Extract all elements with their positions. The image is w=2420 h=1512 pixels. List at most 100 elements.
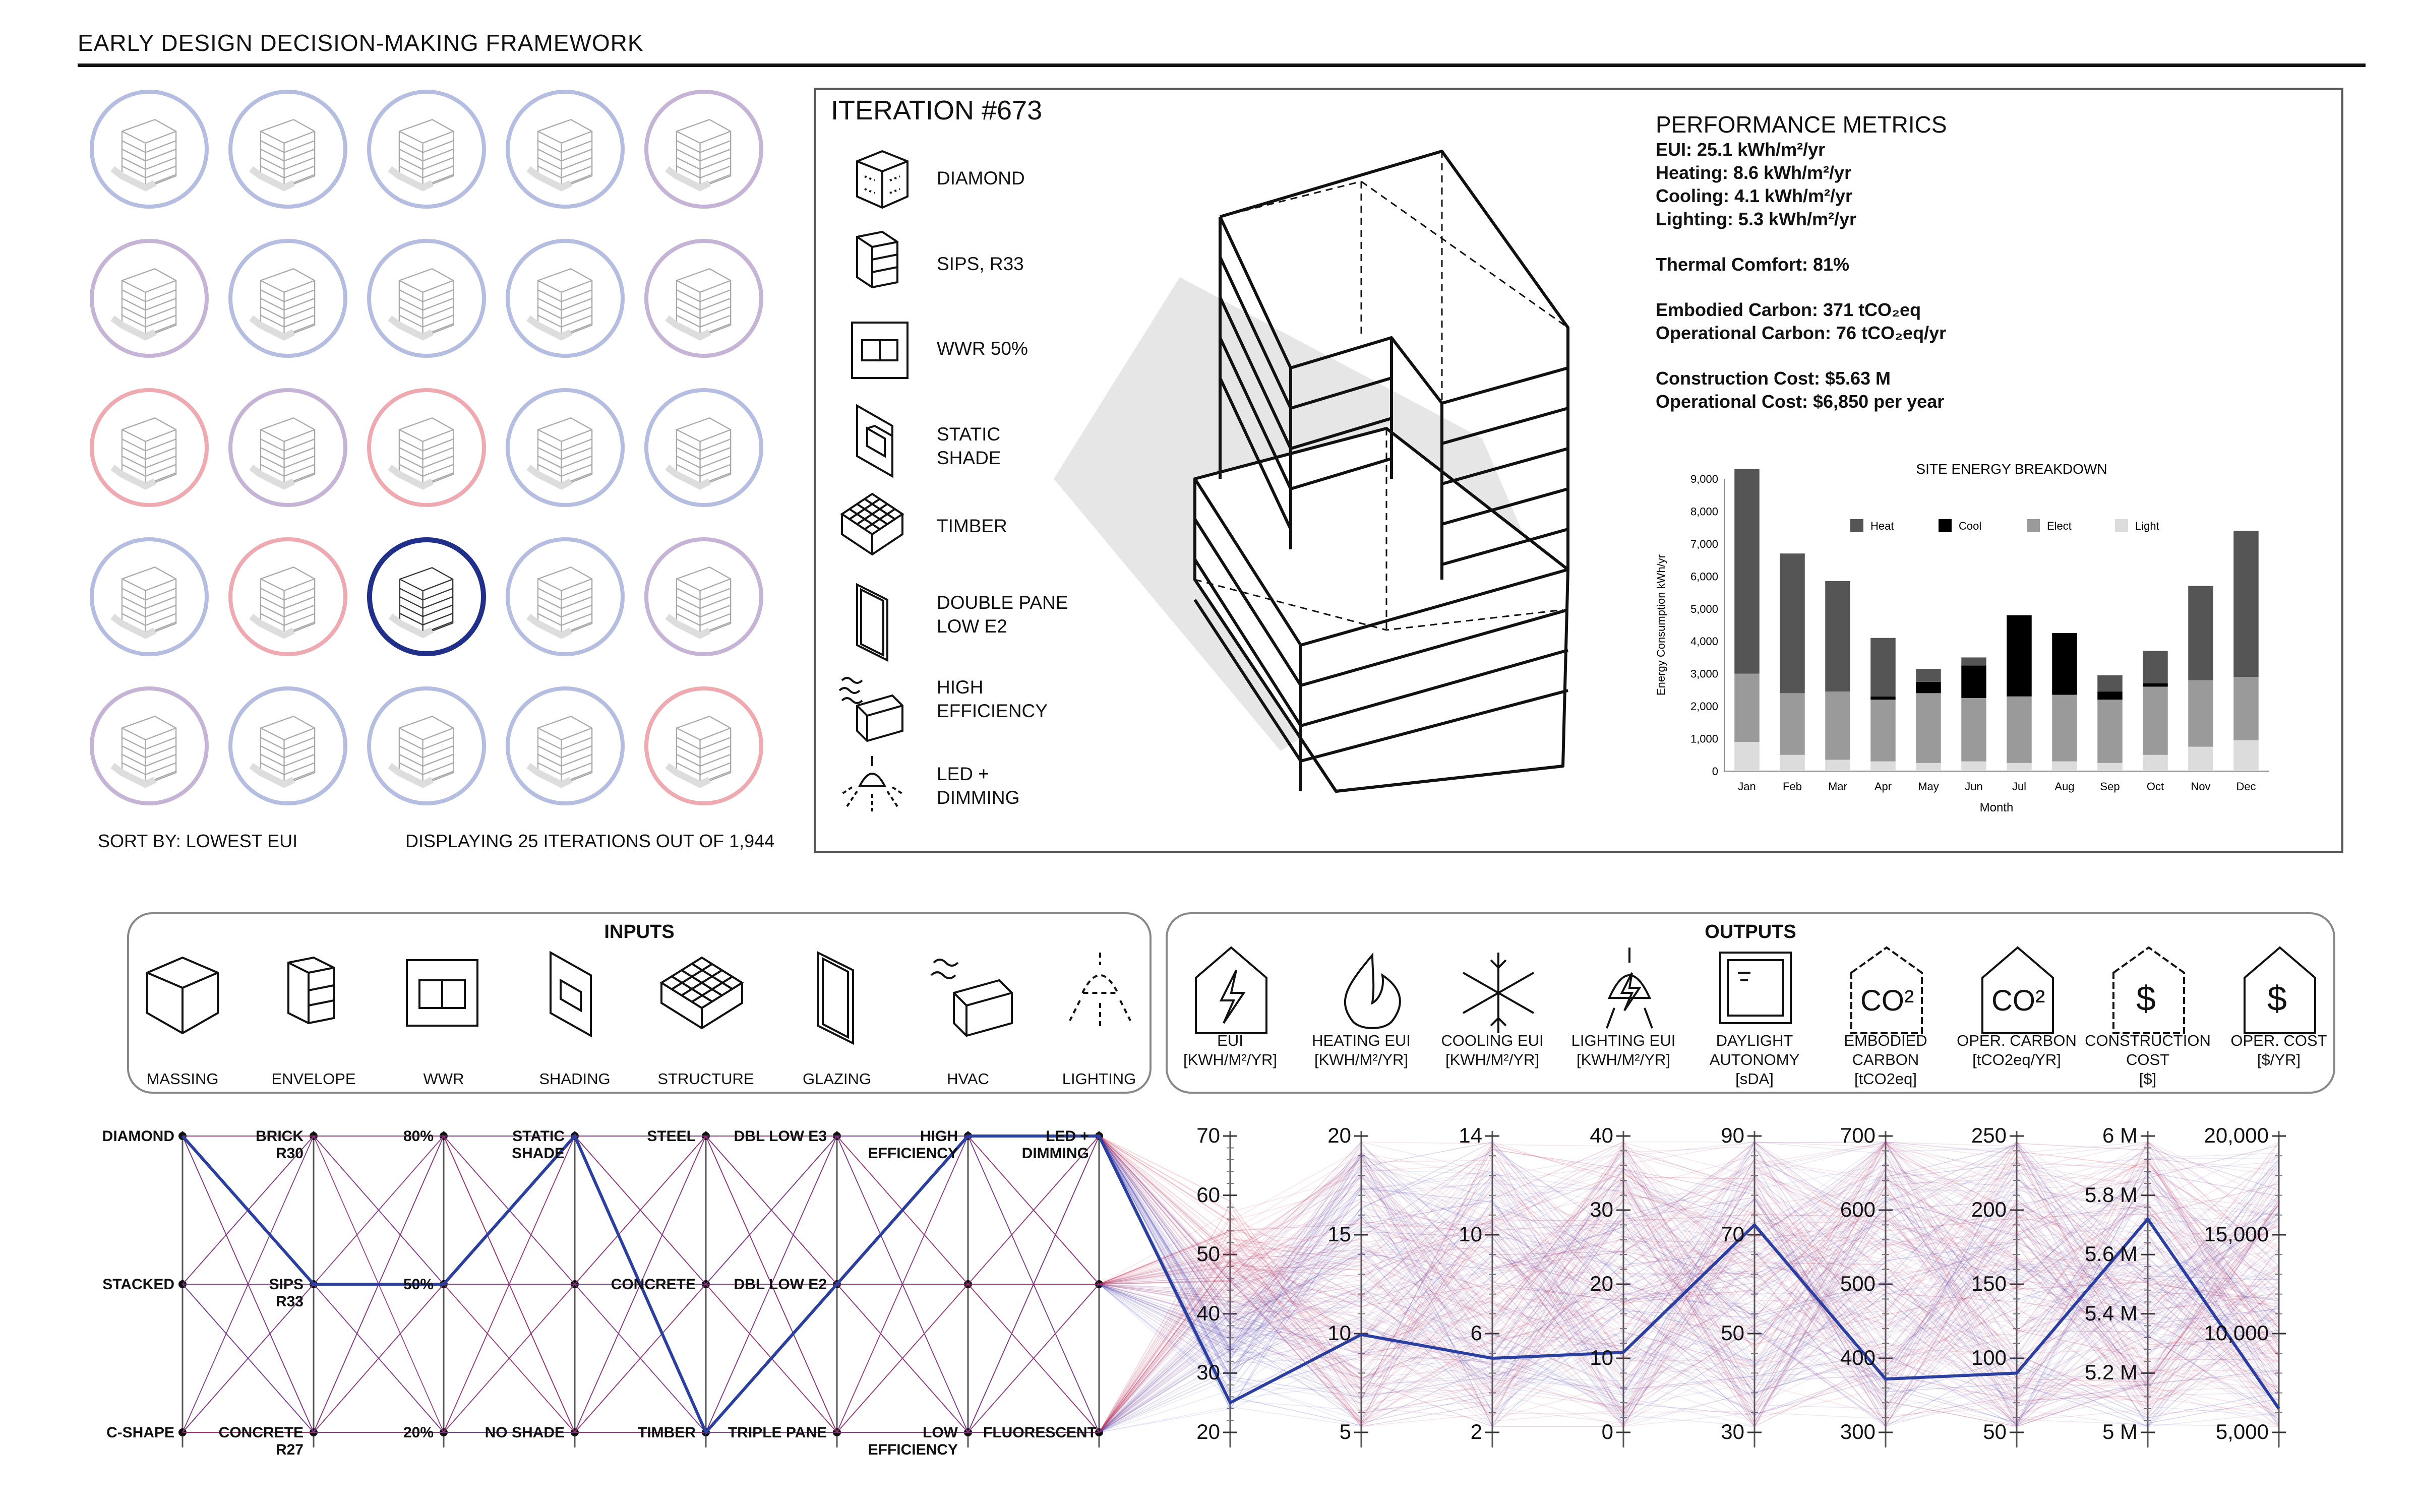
pc-output-tick-label: 5.6 M	[2084, 1242, 2138, 1266]
chart-title: SITE ENERGY BREAKDOWN	[1916, 461, 2107, 477]
iteration-option-label: DIAMOND	[937, 168, 1025, 188]
bar-segment-cool	[1916, 681, 1941, 694]
iteration-thumbnail[interactable]	[644, 90, 763, 209]
pc-output-tick-label: 14	[1459, 1123, 1482, 1147]
iteration-thumbnail[interactable]	[90, 686, 209, 805]
bar-segment-cool	[1870, 696, 1896, 700]
massing-icon	[146, 956, 219, 1035]
pc-output-tick-label: 70	[1196, 1123, 1220, 1147]
bar-segment-light	[2007, 763, 2032, 771]
output-label: EUI [KWH/M²/YR]	[1183, 1032, 1277, 1068]
bar-segment-elect	[2188, 680, 2213, 747]
input-label: ENVELOPE	[271, 1070, 356, 1088]
iteration-thumbnail[interactable]	[228, 388, 347, 507]
iteration-thumbnail[interactable]	[90, 239, 209, 358]
pc-input-level-label: STEEL	[647, 1128, 696, 1145]
double-pane-glazing-icon	[856, 583, 888, 662]
x-tick-label: Dec	[2236, 780, 2256, 793]
pc-output-tick-label: 15	[1327, 1222, 1351, 1246]
iteration-thumbnail[interactable]	[644, 537, 763, 656]
iteration-title: ITERATION #673	[831, 95, 1043, 125]
iteration-thumbnail-selected[interactable]	[367, 537, 486, 656]
pc-level-dot	[310, 1132, 318, 1140]
iteration-thumbnail[interactable]	[228, 90, 347, 209]
pc-level-dot	[178, 1428, 187, 1436]
iteration-detail-panel	[814, 88, 2343, 853]
pc-level-dot	[833, 1428, 841, 1436]
pc-input-level-label: C-SHAPE	[106, 1424, 174, 1441]
bar-segment-heat	[1734, 469, 1760, 674]
sort-label[interactable]: SORT BY: LOWEST EUI	[98, 831, 298, 851]
output-label: OPER. CARBON [tCO2eq/YR]	[1957, 1032, 2077, 1068]
bar-segment-elect	[1780, 693, 1805, 755]
iteration-thumbnail[interactable]	[506, 537, 625, 656]
input-label: STRUCTURE	[657, 1070, 754, 1088]
iteration-thumbnail[interactable]	[90, 90, 209, 209]
bar-segment-cool	[2097, 691, 2123, 700]
bar-segment-light	[2188, 746, 2213, 771]
snowflake-icon	[1463, 953, 1534, 1033]
legend-swatch	[1850, 519, 1863, 532]
iteration-thumbnail[interactable]	[644, 388, 763, 507]
iteration-thumbnail[interactable]	[367, 686, 486, 805]
pc-input-level-label: 50%	[403, 1276, 434, 1293]
pc-input-level-label: BRICK R30	[256, 1128, 304, 1162]
metric-eui: EUI: 25.1 kWh/m²/yr	[1656, 139, 1826, 160]
iteration-thumbnail[interactable]	[506, 388, 625, 507]
pc-input-level-label: TRIPLE PANE	[728, 1424, 827, 1441]
bar-segment-cool	[2143, 683, 2168, 687]
bar-segment-elect	[1734, 673, 1760, 742]
pc-level-dot	[571, 1280, 579, 1288]
pc-output-tick-label: 15,000	[2204, 1222, 2269, 1246]
iteration-thumbnail[interactable]	[367, 388, 486, 507]
envelope-icon	[287, 956, 335, 1025]
bar-segment-elect	[1825, 691, 1850, 760]
iteration-thumbnail[interactable]	[228, 239, 347, 358]
legend-label: Elect	[2047, 520, 2072, 532]
output-label: CONSTRUCTION COST [$]	[2085, 1032, 2211, 1088]
iteration-thumbnail[interactable]	[506, 90, 625, 209]
timber-structure-icon	[840, 492, 904, 556]
output-label: EMBODIED CARBON [tCO2eq]	[1844, 1032, 1927, 1088]
pc-output-tick-label: 50	[1196, 1242, 1220, 1266]
pc-input-level-label: CONCRETE R27	[218, 1424, 304, 1458]
pc-level-dot	[964, 1280, 972, 1288]
pc-output-tick-label: 20,000	[2204, 1123, 2269, 1147]
metric-construction-cost: Construction Cost: $5.63 M	[1656, 368, 1891, 389]
x-tick-label: Aug	[2054, 780, 2074, 793]
x-tick-label: May	[1918, 780, 1939, 793]
diamond-massing-icon	[856, 150, 909, 209]
eui-house-icon	[1195, 946, 1267, 1034]
svg-text:CO²: CO²	[1991, 984, 2045, 1017]
lighting-eui-icon	[1606, 948, 1653, 1029]
iteration-thumbnail[interactable]	[90, 388, 209, 507]
iteration-thumbnail[interactable]	[644, 686, 763, 805]
bar-segment-elect	[1961, 698, 1986, 762]
page-title: EARLY DESIGN DECISION-MAKING FRAMEWORK	[78, 30, 644, 56]
pc-output-tick-label: 5 M	[2102, 1420, 2138, 1443]
iteration-option-label: STATIC SHADE	[937, 424, 1001, 468]
metric-thermal-comfort: Thermal Comfort: 81%	[1656, 254, 1850, 275]
pc-output-tick-label: 200	[1971, 1198, 2007, 1221]
x-tick-label: Sep	[2100, 780, 2120, 793]
y-tick-label: 5,000	[1690, 603, 1718, 615]
pc-output-tick-label: 6	[1470, 1321, 1482, 1345]
pc-input-level-label: CONCRETE	[611, 1276, 696, 1293]
iteration-thumbnail[interactable]	[367, 239, 486, 358]
iteration-thumbnail[interactable]	[506, 239, 625, 358]
pc-input-level-label: DIAMOND	[102, 1128, 174, 1145]
pc-output-tick-label: 10	[1327, 1321, 1351, 1345]
x-tick-label: Jan	[1738, 780, 1756, 793]
iteration-thumbnail[interactable]	[90, 537, 209, 656]
site-energy-chart: SITE ENERGY BREAKDOWN 9,000 8,000 7,000 6,00…	[1655, 461, 2269, 814]
pc-output-tick-label: 700	[1840, 1123, 1876, 1147]
performance-metrics-title: PERFORMANCE METRICS	[1656, 111, 1947, 138]
iteration-thumbnail[interactable]	[367, 90, 486, 209]
pc-level-dot	[178, 1280, 187, 1288]
static-shade-icon	[856, 404, 893, 478]
iteration-thumbnail[interactable]	[228, 686, 347, 805]
iteration-thumbnail[interactable]	[506, 686, 625, 805]
display-count-label: DISPLAYING 25 ITERATIONS OUT OF 1,944	[405, 831, 775, 851]
iteration-thumbnail[interactable]	[228, 537, 347, 656]
iteration-thumbnail[interactable]	[644, 239, 763, 358]
